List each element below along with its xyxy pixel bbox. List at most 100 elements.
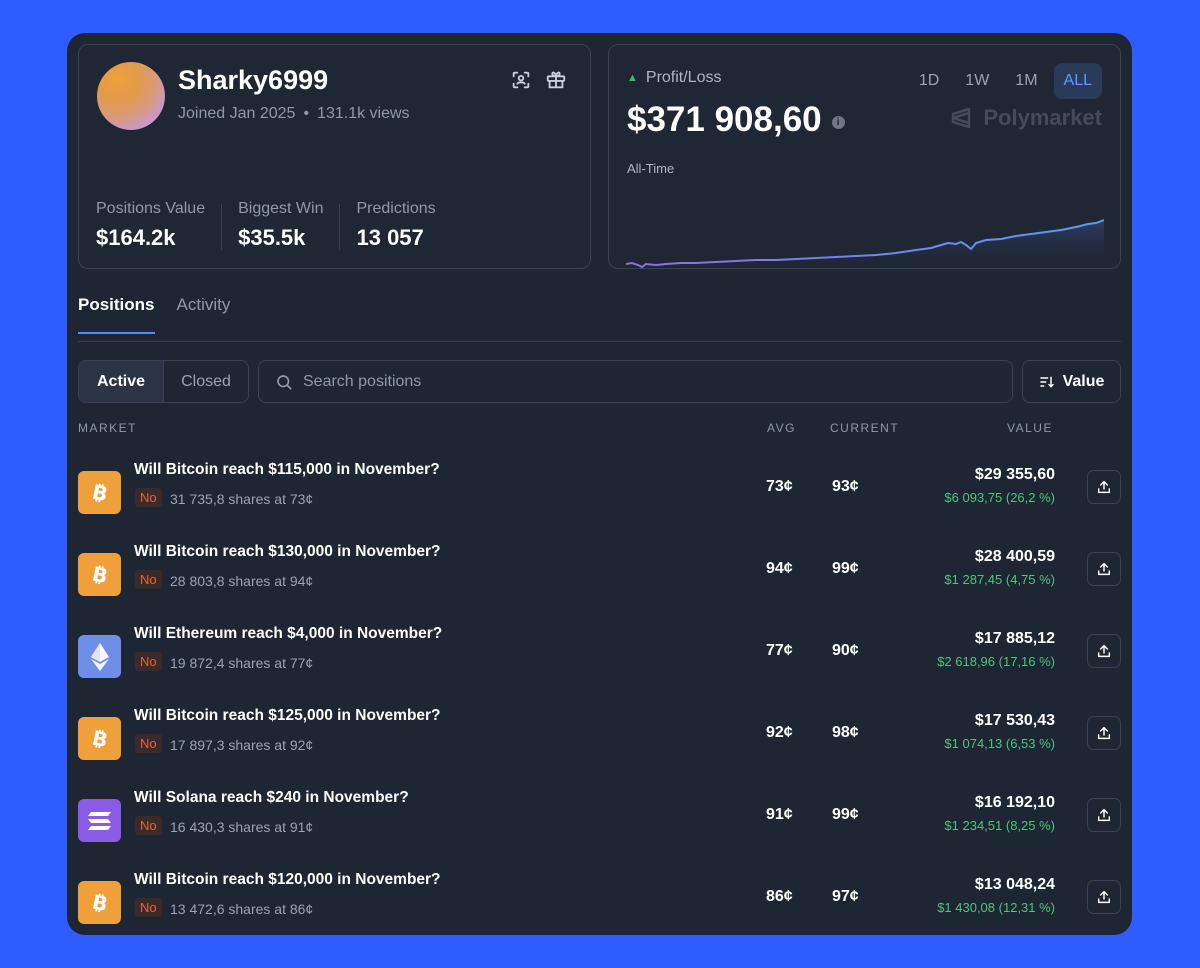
share-button[interactable] xyxy=(1087,716,1121,750)
stat-label: Predictions xyxy=(356,200,436,217)
share-icon xyxy=(1097,644,1111,658)
stat-label: Positions Value xyxy=(96,200,206,217)
current-price: 93¢ xyxy=(832,478,859,495)
stat-value: $35.5k xyxy=(238,225,306,250)
share-icon xyxy=(1097,890,1111,904)
share-button[interactable] xyxy=(1087,798,1121,832)
range-tab-1d[interactable]: 1D xyxy=(918,72,940,89)
side-badge: No xyxy=(135,734,162,753)
pnl-value: $371 908,60 i xyxy=(627,100,845,140)
sort-icon xyxy=(1039,376,1054,388)
current-price: 98¢ xyxy=(832,724,859,741)
position-value: $28 400,59 xyxy=(974,548,1055,565)
market-title[interactable]: Will Bitcoin reach $130,000 in November? xyxy=(134,543,441,560)
profile-meta: Joined Jan 2025 • 131.1k views xyxy=(178,105,410,123)
position-change: $1 430,08 (12,31 %) xyxy=(937,900,1055,915)
ethereum-icon xyxy=(78,635,121,678)
range-tab-all[interactable]: ALL xyxy=(1053,63,1102,99)
avg-price: 91¢ xyxy=(766,806,793,823)
search-input[interactable] xyxy=(303,372,983,391)
column-header-market: MARKET xyxy=(78,421,138,435)
pnl-amount: $371 908,60 xyxy=(627,100,822,139)
svg-text:B: B xyxy=(90,727,110,751)
market-title[interactable]: Will Bitcoin reach $115,000 in November? xyxy=(134,461,440,478)
current-price: 99¢ xyxy=(832,560,859,577)
pnl-label-text: Profit/Loss xyxy=(645,69,722,86)
avg-price: 92¢ xyxy=(766,724,793,741)
share-button[interactable] xyxy=(1087,552,1121,586)
table-row[interactable]: B Will Bitcoin reach $125,000 in Novembe… xyxy=(78,707,1121,767)
main-tabs: Positions Activity xyxy=(78,295,230,334)
brand-name: Polymarket xyxy=(983,105,1102,130)
range-tab-1m[interactable]: 1M xyxy=(1015,72,1038,89)
table-row[interactable]: Will Ethereum reach $4,000 in November? … xyxy=(78,625,1121,685)
table-row[interactable]: B Will Bitcoin reach $120,000 in Novembe… xyxy=(78,871,1121,931)
profile-card: Sharky6999 Joined Jan 2025 • 131.1k views … xyxy=(78,44,591,269)
svg-text:B: B xyxy=(90,481,110,505)
pnl-chart xyxy=(626,219,1104,268)
bitcoin-icon: B xyxy=(78,471,121,514)
position-value: $17 530,43 xyxy=(974,712,1055,729)
stat-value: 13 057 xyxy=(356,225,424,250)
bitcoin-icon: B xyxy=(78,717,121,760)
sort-button[interactable]: Value xyxy=(1022,360,1121,403)
avg-price: 86¢ xyxy=(766,888,793,905)
position-change: $1 074,13 (6,53 %) xyxy=(944,736,1055,751)
avg-price: 77¢ xyxy=(766,642,793,659)
position-change: $6 093,75 (26,2 %) xyxy=(944,490,1055,505)
table-row[interactable]: B Will Bitcoin reach $130,000 in Novembe… xyxy=(78,543,1121,603)
avatar[interactable] xyxy=(97,62,165,130)
profile-stats: Positions Value $164.2k Biggest Win $35.… xyxy=(96,200,468,260)
share-button[interactable] xyxy=(1087,880,1121,914)
side-badge: No xyxy=(135,570,162,589)
share-icon xyxy=(1097,726,1111,740)
info-icon[interactable]: i xyxy=(831,115,845,129)
market-title[interactable]: Will Solana reach $240 in November? xyxy=(134,789,409,806)
shares-info: 13 472,6 shares at 86¢ xyxy=(170,901,314,917)
share-button[interactable] xyxy=(1087,470,1121,504)
bitcoin-icon: B xyxy=(78,553,121,596)
market-title[interactable]: Will Ethereum reach $4,000 in November? xyxy=(134,625,443,642)
range-tabs: 1D 1W 1M ALL xyxy=(909,63,1102,99)
stat-biggest-win: Biggest Win $35.5k xyxy=(238,200,341,250)
position-change: $2 618,96 (17,16 %) xyxy=(937,654,1055,669)
shares-info: 16 430,3 shares at 91¢ xyxy=(170,819,314,835)
username: Sharky6999 xyxy=(178,65,329,95)
toggle-closed[interactable]: Closed xyxy=(181,372,231,390)
share-icon xyxy=(1097,808,1111,822)
bitcoin-icon: B xyxy=(78,881,121,924)
scan-icon[interactable] xyxy=(510,69,532,91)
side-badge: No xyxy=(135,816,162,835)
status-toggle: Active Closed xyxy=(78,360,249,403)
pnl-period: All-Time xyxy=(627,161,675,176)
column-header-avg: AVG xyxy=(767,421,796,435)
table-row[interactable]: Will Solana reach $240 in November? No 1… xyxy=(78,789,1121,849)
share-icon xyxy=(1097,480,1111,494)
market-title[interactable]: Will Bitcoin reach $125,000 in November? xyxy=(134,707,441,724)
shares-info: 31 735,8 shares at 73¢ xyxy=(170,491,314,507)
sort-label: Value xyxy=(1062,372,1105,390)
share-button[interactable] xyxy=(1087,634,1121,668)
polymarket-icon xyxy=(952,107,971,129)
avg-price: 94¢ xyxy=(766,560,793,577)
avg-price: 73¢ xyxy=(766,478,793,495)
current-price: 90¢ xyxy=(832,642,859,659)
solana-icon xyxy=(78,799,121,842)
stat-positions-value: Positions Value $164.2k xyxy=(96,200,223,250)
stat-predictions: Predictions 13 057 xyxy=(356,200,451,250)
table-row[interactable]: B Will Bitcoin reach $115,000 in Novembe… xyxy=(78,461,1121,521)
tab-positions[interactable]: Positions xyxy=(78,295,155,334)
market-title[interactable]: Will Bitcoin reach $120,000 in November? xyxy=(134,871,441,888)
gift-icon[interactable] xyxy=(545,69,567,91)
position-value: $13 048,24 xyxy=(974,876,1055,893)
side-badge: No xyxy=(135,488,162,507)
pnl-label: ▲ Profit/Loss xyxy=(627,69,721,87)
range-tab-1w[interactable]: 1W xyxy=(965,72,990,89)
tab-activity[interactable]: Activity xyxy=(176,295,231,314)
toggle-active[interactable]: Active xyxy=(79,361,164,402)
position-change: $1 234,51 (8,25 %) xyxy=(944,818,1055,833)
pnl-chart-area xyxy=(626,220,1104,268)
polymarket-logo: Polymarket xyxy=(949,105,1102,131)
column-header-value: VALUE xyxy=(1007,421,1053,435)
stat-value: $164.2k xyxy=(96,225,176,250)
